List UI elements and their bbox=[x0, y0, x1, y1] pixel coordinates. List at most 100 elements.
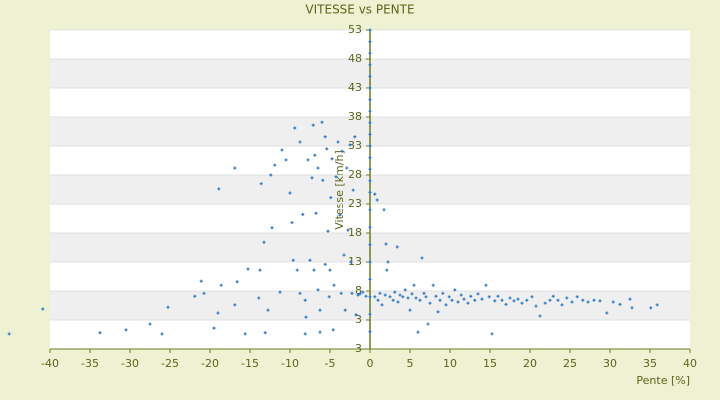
point bbox=[356, 293, 360, 297]
point bbox=[273, 163, 277, 167]
point bbox=[401, 295, 405, 299]
point bbox=[368, 330, 372, 334]
point bbox=[538, 314, 542, 318]
point bbox=[199, 279, 203, 283]
point bbox=[383, 293, 387, 297]
point bbox=[428, 301, 432, 305]
point bbox=[160, 332, 164, 336]
x-tick-label: -20 bbox=[201, 357, 219, 370]
point bbox=[323, 135, 327, 139]
point bbox=[424, 295, 428, 299]
point bbox=[303, 298, 307, 302]
point bbox=[269, 173, 273, 177]
point bbox=[361, 290, 365, 294]
point bbox=[41, 307, 45, 311]
point bbox=[450, 298, 454, 302]
point bbox=[368, 86, 372, 90]
point bbox=[375, 198, 379, 202]
point bbox=[124, 328, 128, 332]
point bbox=[378, 291, 382, 295]
point bbox=[368, 28, 372, 32]
point bbox=[368, 98, 372, 102]
point bbox=[560, 303, 564, 307]
point bbox=[304, 315, 308, 319]
point bbox=[301, 212, 305, 216]
point bbox=[520, 301, 524, 305]
point bbox=[410, 292, 414, 296]
point bbox=[346, 228, 350, 232]
x-tick-label: -40 bbox=[41, 357, 59, 370]
point bbox=[534, 304, 538, 308]
point bbox=[98, 331, 102, 335]
point bbox=[326, 229, 330, 233]
point bbox=[368, 109, 372, 113]
point bbox=[358, 292, 362, 296]
point bbox=[368, 277, 372, 281]
point bbox=[395, 245, 399, 249]
point bbox=[385, 268, 389, 272]
point bbox=[368, 179, 372, 183]
x-tick-label: 5 bbox=[407, 357, 414, 370]
point bbox=[219, 283, 223, 287]
point bbox=[380, 303, 384, 307]
point bbox=[447, 295, 451, 299]
point bbox=[368, 243, 372, 247]
point bbox=[391, 298, 395, 302]
point bbox=[368, 167, 372, 171]
point bbox=[334, 175, 338, 179]
point bbox=[426, 322, 430, 326]
point bbox=[406, 296, 410, 300]
point bbox=[493, 299, 497, 303]
point bbox=[308, 258, 312, 262]
point bbox=[655, 303, 659, 307]
point bbox=[350, 291, 354, 295]
point bbox=[327, 295, 331, 299]
point bbox=[565, 296, 569, 300]
x-tick-label: -5 bbox=[325, 357, 336, 370]
point bbox=[243, 332, 247, 336]
point bbox=[368, 74, 372, 78]
point bbox=[373, 295, 377, 299]
point bbox=[431, 283, 435, 287]
point bbox=[368, 295, 372, 299]
point bbox=[456, 300, 460, 304]
point bbox=[420, 256, 424, 260]
point bbox=[530, 295, 534, 299]
point bbox=[280, 148, 284, 152]
x-tick-label: -10 bbox=[281, 357, 299, 370]
y-tick-label: 28 bbox=[348, 168, 362, 181]
x-tick-label: 10 bbox=[443, 357, 457, 370]
point bbox=[459, 293, 463, 297]
point bbox=[166, 305, 170, 309]
point bbox=[512, 299, 516, 303]
point bbox=[311, 123, 315, 127]
point bbox=[306, 158, 310, 162]
x-tick-label: -15 bbox=[241, 357, 259, 370]
point bbox=[484, 283, 488, 287]
point bbox=[393, 290, 397, 294]
y-tick-label: 48 bbox=[348, 52, 362, 65]
point bbox=[368, 156, 372, 160]
point bbox=[373, 192, 377, 196]
y-tick-label: 3 bbox=[355, 313, 362, 326]
point bbox=[416, 330, 420, 334]
point bbox=[217, 187, 221, 191]
point bbox=[278, 290, 282, 294]
point bbox=[469, 294, 473, 298]
x-tick-label: 40 bbox=[683, 357, 697, 370]
point bbox=[490, 332, 494, 336]
point bbox=[270, 226, 274, 230]
point bbox=[586, 300, 590, 304]
point bbox=[434, 294, 438, 298]
y-tick-label: 8 bbox=[355, 284, 362, 297]
point bbox=[466, 301, 470, 305]
point bbox=[384, 242, 388, 246]
point bbox=[628, 297, 632, 301]
point bbox=[233, 303, 237, 307]
point bbox=[368, 208, 372, 212]
point bbox=[353, 135, 357, 139]
point bbox=[349, 260, 353, 264]
x-axis-label: Pente [%] bbox=[636, 374, 690, 387]
point bbox=[516, 297, 520, 301]
y-tick-label: 13 bbox=[348, 255, 362, 268]
